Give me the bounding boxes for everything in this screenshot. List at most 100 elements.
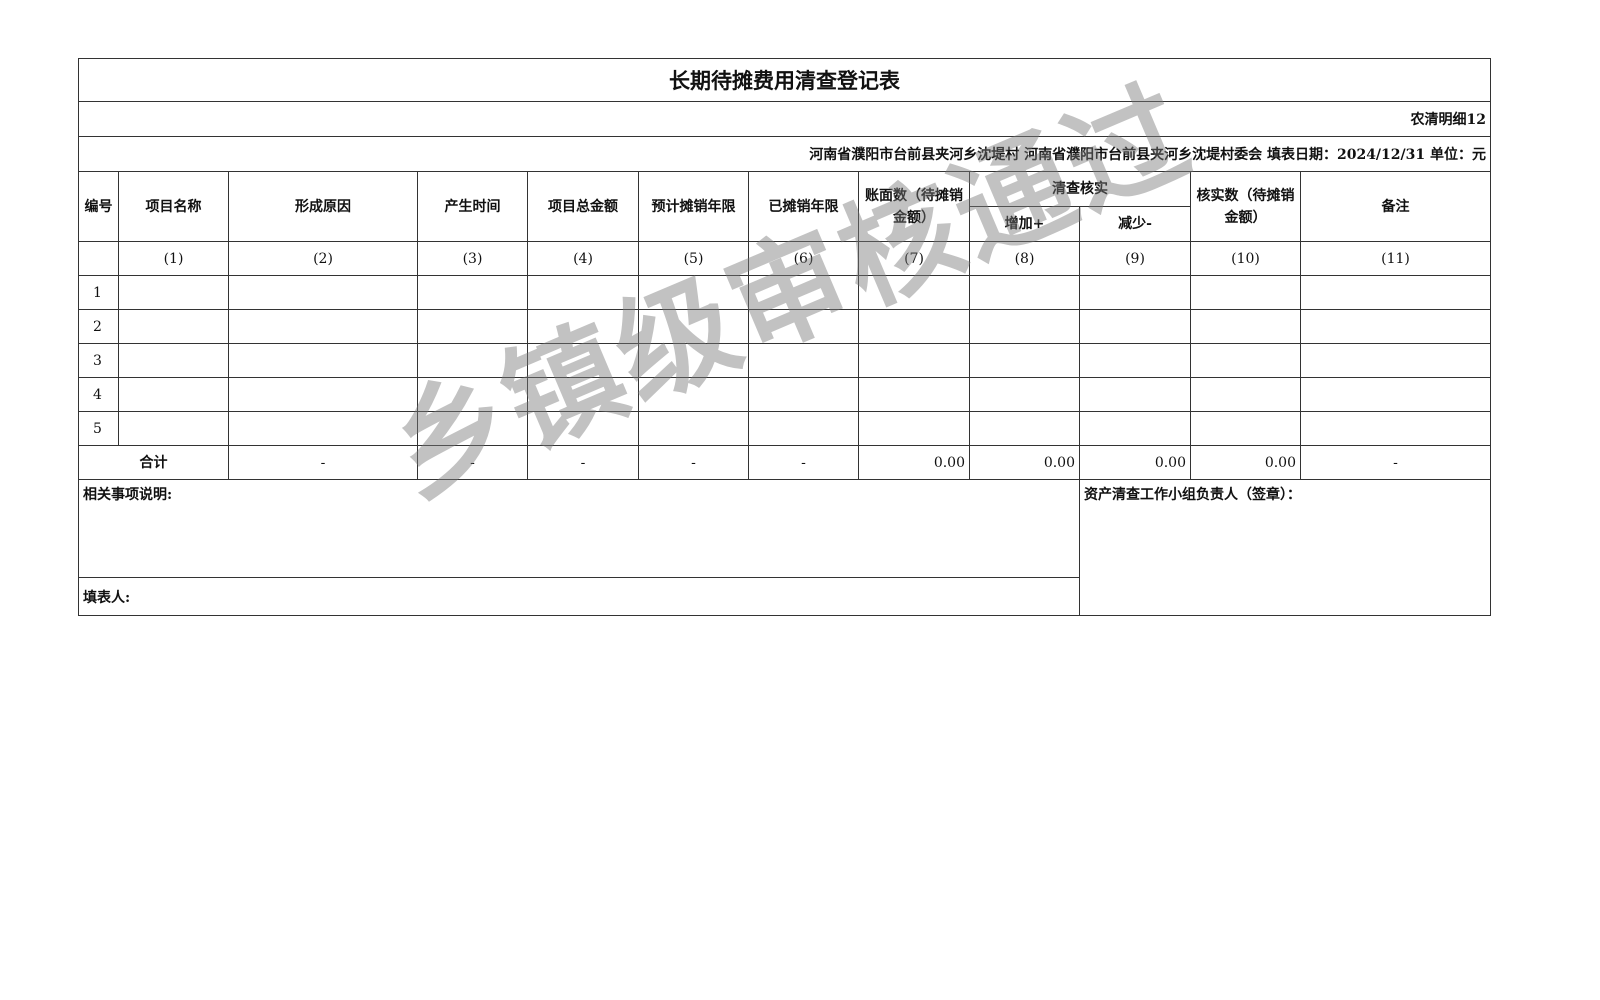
table-cell[interactable]	[969, 377, 1080, 412]
table-cell[interactable]	[118, 377, 229, 412]
table-cell[interactable]	[527, 411, 639, 446]
table-cell[interactable]	[638, 377, 749, 412]
notes-label: 相关事项说明:	[78, 479, 1080, 578]
table-cell[interactable]	[228, 411, 418, 446]
header-reason: 形成原因	[228, 171, 418, 242]
table-cell[interactable]	[1300, 275, 1491, 310]
totals-label: 合计	[78, 445, 229, 480]
header-verify-group: 清查核实	[969, 171, 1191, 207]
totals-cell: 0.00	[1190, 445, 1301, 480]
table-cell[interactable]	[1190, 309, 1301, 344]
table-cell[interactable]	[118, 309, 229, 344]
column-index: (10)	[1190, 241, 1301, 276]
table-cell[interactable]	[748, 309, 859, 344]
table-cell[interactable]	[748, 275, 859, 310]
info-line: 河南省濮阳市台前县夹河乡沈堤村 河南省濮阳市台前县夹河乡沈堤村委会 填表日期：2…	[78, 136, 1491, 172]
table-cell[interactable]	[228, 343, 418, 378]
totals-cell: -	[417, 445, 528, 480]
table-cell[interactable]	[118, 343, 229, 378]
header-amortized-years: 已摊销年限	[748, 171, 859, 242]
column-index: (8)	[969, 241, 1080, 276]
table-cell[interactable]	[638, 343, 749, 378]
table-cell[interactable]	[858, 411, 970, 446]
table-cell[interactable]	[1300, 411, 1491, 446]
table-cell[interactable]	[1079, 377, 1191, 412]
row-number: 3	[78, 343, 119, 378]
table-cell[interactable]	[527, 309, 639, 344]
totals-cell: -	[527, 445, 639, 480]
table-cell[interactable]	[118, 275, 229, 310]
totals-cell: -	[748, 445, 859, 480]
table-cell[interactable]	[858, 275, 970, 310]
column-index: (11)	[1300, 241, 1491, 276]
row-number: 1	[78, 275, 119, 310]
table-cell[interactable]	[1190, 275, 1301, 310]
page-title: 长期待摊费用清查登记表	[78, 58, 1491, 102]
table-cell[interactable]	[417, 275, 528, 310]
column-index: (2)	[228, 241, 418, 276]
table-cell[interactable]	[748, 343, 859, 378]
table-cell[interactable]	[527, 343, 639, 378]
table-cell[interactable]	[228, 309, 418, 344]
table-cell[interactable]	[969, 343, 1080, 378]
table-row: 2	[78, 309, 1491, 344]
form-code: 农清明细12	[78, 101, 1491, 137]
table-cell[interactable]	[638, 411, 749, 446]
totals-cell: -	[638, 445, 749, 480]
table-cell[interactable]	[858, 309, 970, 344]
table-cell[interactable]	[858, 343, 970, 378]
header-verified-value: 核实数（待摊销金额）	[1190, 171, 1301, 242]
column-index: (1)	[118, 241, 229, 276]
table-cell[interactable]	[969, 275, 1080, 310]
column-index: (3)	[417, 241, 528, 276]
table-cell[interactable]	[748, 411, 859, 446]
table-cell[interactable]	[638, 309, 749, 344]
header-name: 项目名称	[118, 171, 229, 242]
table-cell[interactable]	[638, 275, 749, 310]
table-cell[interactable]	[417, 411, 528, 446]
table-cell[interactable]	[417, 377, 528, 412]
header-time: 产生时间	[417, 171, 528, 242]
table-cell[interactable]	[1190, 343, 1301, 378]
table-cell[interactable]	[969, 309, 1080, 344]
table-cell[interactable]	[1190, 411, 1301, 446]
totals-cell: -	[228, 445, 418, 480]
table-cell[interactable]	[228, 377, 418, 412]
table-cell[interactable]	[1079, 275, 1191, 310]
table-row: 5	[78, 411, 1491, 446]
register-table: 长期待摊费用清查登记表 农清明细12 河南省濮阳市台前县夹河乡沈堤村 河南省濮阳…	[78, 58, 1491, 616]
table-cell[interactable]	[228, 275, 418, 310]
column-index: (5)	[638, 241, 749, 276]
table-cell[interactable]	[1079, 411, 1191, 446]
table-cell[interactable]	[1190, 377, 1301, 412]
column-index: (7)	[858, 241, 970, 276]
totals-cell: 0.00	[858, 445, 970, 480]
table-cell[interactable]	[527, 275, 639, 310]
table-cell[interactable]	[1300, 343, 1491, 378]
table-row: 4	[78, 377, 1491, 412]
totals-cell: -	[1300, 445, 1491, 480]
table-cell[interactable]	[748, 377, 859, 412]
table-cell[interactable]	[1300, 309, 1491, 344]
column-index-row: (1) (2) (3) (4) (5) (6) (7) (8) (9) (10) (11)	[78, 241, 1491, 276]
totals-cell: 0.00	[1079, 445, 1191, 480]
row-number: 2	[78, 309, 119, 344]
header-no: 编号	[78, 171, 119, 242]
header-decrease: 减少-	[1079, 206, 1191, 242]
column-index: (9)	[1079, 241, 1191, 276]
row-number: 5	[78, 411, 119, 446]
table-cell[interactable]	[1079, 309, 1191, 344]
table-cell[interactable]	[118, 411, 229, 446]
table-row: 3	[78, 343, 1491, 378]
header-remark: 备注	[1300, 171, 1491, 242]
table-cell[interactable]	[417, 343, 528, 378]
table-cell[interactable]	[527, 377, 639, 412]
table-cell[interactable]	[417, 309, 528, 344]
table-cell[interactable]	[969, 411, 1080, 446]
header-increase: 增加+	[969, 206, 1080, 242]
table-cell[interactable]	[858, 377, 970, 412]
table-cell[interactable]	[1079, 343, 1191, 378]
column-index: (4)	[527, 241, 639, 276]
table-cell[interactable]	[1300, 377, 1491, 412]
header-total: 项目总金额	[527, 171, 639, 242]
